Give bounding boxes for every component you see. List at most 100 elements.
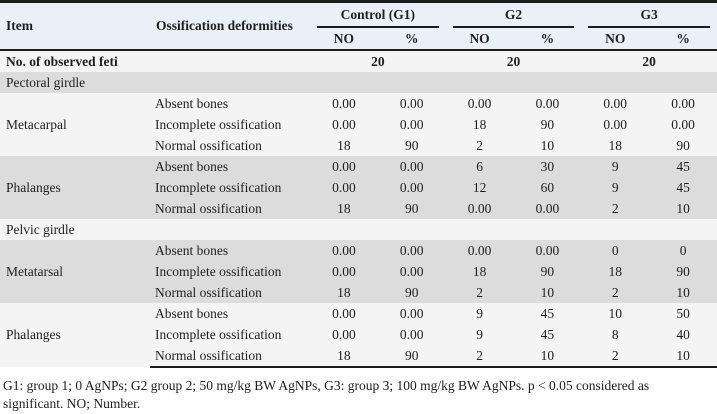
data-cell: 2	[445, 281, 514, 303]
data-cell: 2	[581, 344, 650, 368]
data-cell: 90	[513, 113, 582, 135]
col-header-item: Item	[0, 1, 150, 51]
section-title: Pelvic girdle	[0, 218, 717, 240]
item-name: Metacarpal	[0, 92, 150, 156]
data-cell: 18	[310, 281, 378, 303]
data-cell: 0.00	[377, 113, 446, 135]
data-cell: 18	[445, 260, 514, 282]
deformity-label: Incomplete ossification	[150, 260, 310, 282]
subheader-g3-pct: %	[649, 27, 717, 51]
data-cell: 9	[581, 176, 650, 198]
deformity-row: Incomplete ossification 0.00 0.00 9 45 8 40	[0, 323, 717, 345]
deformity-row: Metacarpal Absent bones 0.00 0.00 0.00 0.00 0.…	[0, 92, 717, 156]
data-cell: 8	[581, 323, 650, 345]
data-cell: 40	[649, 323, 717, 345]
data-cell: 0.00	[649, 92, 717, 114]
data-cell: 10	[513, 134, 582, 156]
deformity-row: Normal ossification 18 90 2 10 2 10	[0, 281, 717, 303]
data-cell: 12	[445, 176, 514, 198]
item-name: Phalanges	[0, 155, 150, 219]
data-cell: 0.00	[377, 260, 446, 282]
deformity-row: Phalanges Absent bones 0.00 0.00 9 45 10 50	[0, 302, 717, 367]
col-header-deformities: Ossification deformities	[150, 1, 310, 51]
deformity-row: Incomplete ossification 0.00 0.00 12 60 9 45	[0, 176, 717, 198]
data-cell: 30	[513, 155, 582, 177]
data-cell: 0	[649, 239, 717, 261]
data-cell: 90	[377, 134, 446, 156]
data-cell: 18	[310, 344, 378, 368]
observed-feti-value: 20	[310, 49, 446, 72]
data-cell: 45	[513, 323, 582, 345]
data-cell: 9	[445, 323, 514, 345]
deformity-label: Absent bones	[150, 302, 310, 324]
deformity-row: Normal ossification 18 90 2 10 2 10	[0, 344, 717, 368]
subheader-g2-pct: %	[513, 27, 582, 51]
observed-feti-value: 20	[445, 49, 582, 72]
group-header-g3-label: G3	[588, 3, 710, 28]
data-cell: 0.00	[445, 92, 514, 114]
deformity-label: Absent bones	[150, 155, 310, 177]
data-cell: 0.00	[581, 113, 650, 135]
data-cell: 10	[513, 281, 582, 303]
deformity-row: Incomplete ossification 0.00 0.00 18 90 18 90	[0, 260, 717, 282]
data-cell: 0.00	[649, 113, 717, 135]
data-cell: 0.00	[445, 197, 514, 219]
data-cell: 18	[445, 113, 514, 135]
data-cell: 45	[649, 176, 717, 198]
data-cell: 90	[377, 344, 446, 368]
data-cell: 0	[581, 239, 650, 261]
data-cell: 18	[310, 197, 378, 219]
data-cell: 10	[513, 344, 582, 368]
data-cell: 90	[513, 260, 582, 282]
subheader-g1-pct: %	[377, 27, 446, 51]
data-cell: 0.00	[377, 323, 446, 345]
subheader-g2-no: NO	[445, 27, 514, 51]
data-cell: 0.00	[581, 92, 650, 114]
ossification-table: Item Ossification deformities Control (G…	[0, 0, 717, 368]
data-cell: 0.00	[377, 92, 446, 114]
data-cell: 10	[649, 344, 717, 368]
subheader-g1-no: NO	[310, 27, 378, 51]
data-cell: 10	[581, 302, 650, 324]
group-header-g2-label: G2	[452, 3, 575, 28]
data-cell: 50	[649, 302, 717, 324]
data-cell: 0.00	[377, 302, 446, 324]
data-cell: 0.00	[310, 155, 378, 177]
data-cell: 18	[581, 260, 650, 282]
deformity-label: Absent bones	[150, 92, 310, 114]
data-cell: 0.00	[310, 113, 378, 135]
data-cell: 2	[445, 344, 514, 368]
deformity-row: Phalanges Absent bones 0.00 0.00 6 30 9 45	[0, 155, 717, 219]
deformity-label: Normal ossification	[150, 281, 310, 303]
data-cell: 90	[377, 281, 446, 303]
data-cell: 0.00	[310, 176, 378, 198]
section-row: Pectoral girdle	[0, 71, 717, 93]
data-cell: 45	[513, 302, 582, 324]
data-cell: 18	[581, 134, 650, 156]
data-cell: 45	[649, 155, 717, 177]
data-cell: 0.00	[377, 239, 446, 261]
data-cell: 0.00	[445, 239, 514, 261]
data-cell: 90	[649, 260, 717, 282]
section-title: Pectoral girdle	[0, 71, 717, 93]
group-header-g2: G2	[445, 1, 582, 28]
data-cell: 10	[649, 197, 717, 219]
table-header: Item Ossification deformities Control (G…	[0, 1, 717, 51]
item-name: Phalanges	[0, 302, 150, 367]
data-cell: 0.00	[310, 260, 378, 282]
data-cell: 0.00	[310, 239, 378, 261]
data-cell: 2	[581, 197, 650, 219]
data-cell: 0.00	[377, 176, 446, 198]
data-cell: 18	[310, 134, 378, 156]
data-cell: 0.00	[513, 197, 582, 219]
data-cell: 0.00	[377, 155, 446, 177]
data-cell: 0.00	[513, 92, 582, 114]
deformity-label: Incomplete ossification	[150, 323, 310, 345]
data-cell: 9	[581, 155, 650, 177]
deformity-row: Metatarsal Absent bones 0.00 0.00 0.00 0.00 0 0	[0, 239, 717, 303]
deformity-row: Incomplete ossification 0.00 0.00 18 90 0.00 0…	[0, 113, 717, 135]
deformity-label: Absent bones	[150, 239, 310, 261]
deformity-row: Normal ossification 18 90 0.00 0.00 2 10	[0, 197, 717, 219]
data-cell: 90	[649, 134, 717, 156]
observed-feti-row: No. of observed feti 20 20 20	[0, 49, 717, 72]
